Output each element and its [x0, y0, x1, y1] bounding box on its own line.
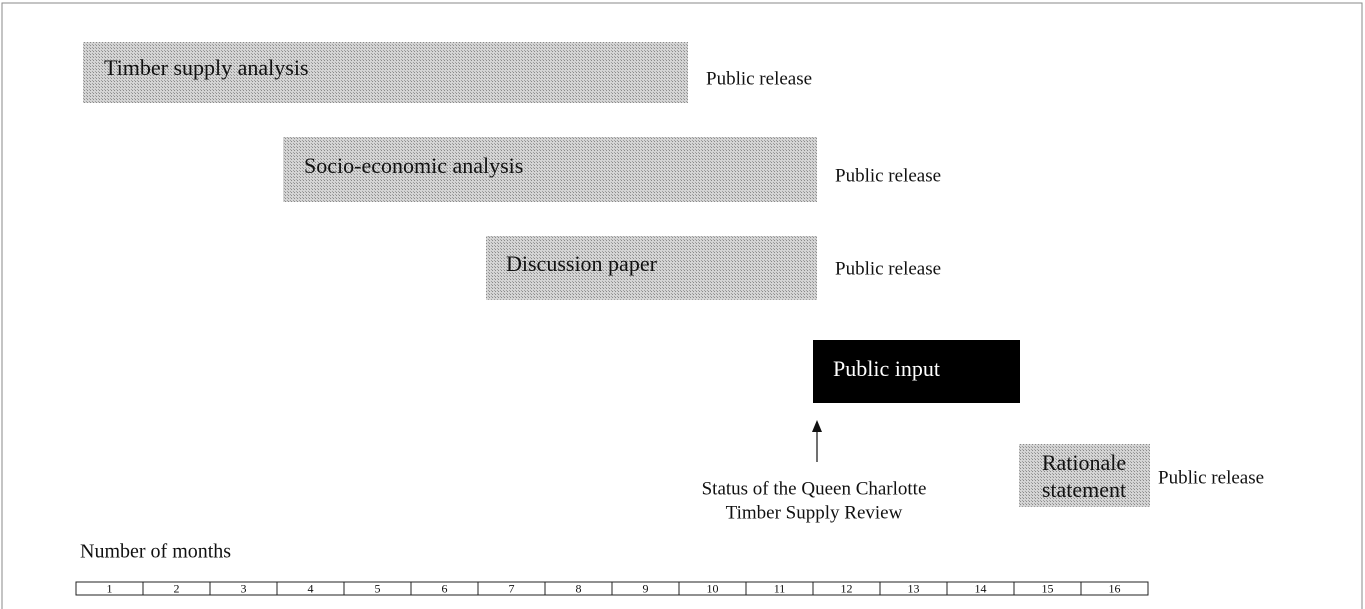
- arrow-head: [812, 420, 822, 432]
- month-label: 16: [1109, 581, 1121, 595]
- month-label: 7: [509, 581, 515, 595]
- task-label: Discussion paper: [506, 251, 658, 276]
- axis-label: Number of months: [80, 541, 231, 563]
- task-bar: [813, 340, 1020, 403]
- month-label: 14: [975, 581, 987, 595]
- task-bar: [283, 137, 817, 202]
- month-scale: 1 2 3 4 5 6 7 8 9 10 11 12 13 14 15 16: [75, 581, 1149, 596]
- month-label: 15: [1042, 581, 1054, 595]
- month-label: 11: [774, 581, 786, 595]
- release-label: Public release: [706, 68, 812, 89]
- release-label: Public release: [835, 258, 941, 279]
- release-label: Public release: [835, 165, 941, 186]
- month-label: 6: [442, 581, 448, 595]
- month-label: 10: [707, 581, 719, 595]
- task-bar: [83, 42, 688, 103]
- month-label: 13: [908, 581, 920, 595]
- task-label: Rationale: [1042, 450, 1126, 475]
- status-text: Status of the Queen Charlotte: [702, 478, 927, 499]
- month-label: 3: [241, 581, 247, 595]
- task-bar: [1019, 444, 1150, 507]
- month-label: 5: [375, 581, 381, 595]
- task-label: Public input: [833, 356, 940, 381]
- status-text: Timber Supply Review: [726, 502, 903, 523]
- month-label: 8: [576, 581, 582, 595]
- task-bar: [486, 236, 817, 300]
- task-label: Timber supply analysis: [104, 55, 309, 80]
- month-label: 4: [308, 581, 314, 595]
- release-label: Public release: [1158, 467, 1264, 488]
- month-cell: [1080, 581, 1149, 596]
- month-label: 12: [841, 581, 853, 595]
- task-label: statement: [1042, 477, 1126, 502]
- month-label: 9: [643, 581, 649, 595]
- task-label: Socio-economic analysis: [304, 153, 523, 178]
- month-label: 2: [174, 581, 180, 595]
- month-label: 1: [107, 581, 113, 595]
